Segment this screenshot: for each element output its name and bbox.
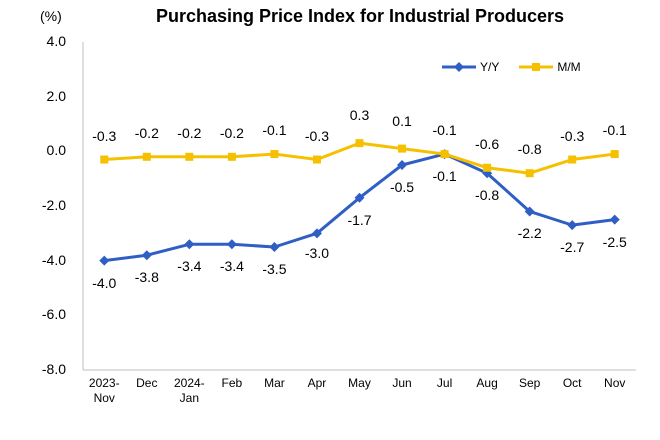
yy-data-label: -0.5 [389,179,415,195]
yy-data-label: -3.0 [304,245,330,262]
yy-data-label: -3.4 [177,258,202,275]
yy-data-label: -3.8 [134,269,159,286]
x-tick-label: Feb [221,376,243,390]
mm-data-label: -0.6 [475,135,500,152]
y-tick-label: -4.0 [41,251,66,268]
y-tick-label: -8.0 [41,361,66,377]
x-tick-label: 2024- Jan [173,376,205,405]
yy-data-label: -4.0 [92,274,117,291]
mm-point [100,155,109,164]
yy-data-label: -1.7 [347,211,372,228]
mm-point [483,163,492,172]
mm-data-label: -0.3 [92,127,117,144]
mm-point [610,150,619,159]
mm-point [185,152,194,161]
x-tick-label: Mar [264,376,285,390]
legend-yy-label: Y/Y [480,60,500,74]
mm-point [227,152,236,161]
mm-data-label: 0.1 [392,112,412,129]
chart-title: Purchasing Price Index for Industrial Pr… [155,6,565,26]
legend: Y/Y M/M [442,60,601,74]
legend-item-mm: M/M [519,60,581,74]
mm-data-label: -0.3 [560,127,585,144]
yy-point [226,239,237,250]
mm-point [142,152,151,161]
legend-mm-swatch [519,63,554,71]
mm-data-label: -0.1 [602,122,627,139]
x-tick-label: Dec [136,376,158,390]
yy-point [311,228,322,239]
yy-data-label: -2.7 [560,239,585,256]
mm-point [398,144,407,153]
y-tick-label: 0.0 [46,142,66,159]
yy-point [184,239,195,250]
legend-yy-swatch [442,62,476,72]
mm-point [568,155,577,164]
yy-point [609,214,620,225]
yy-data-label: -3.5 [262,261,287,277]
legend-mm-label: M/M [557,60,581,74]
y-axis-unit: (%) [40,8,62,24]
yy-point [99,255,110,266]
yy-point [524,206,535,217]
mm-data-label: -0.1 [262,122,287,139]
mm-data-label: -0.2 [134,124,159,141]
y-tick-label: 4.0 [46,33,66,49]
mm-data-label: -0.2 [177,124,202,141]
yy-data-label: -0.1 [432,168,457,185]
x-tick-label: Apr [307,376,327,390]
yy-point [397,160,408,170]
yy-data-label: -0.8 [475,187,500,204]
mm-data-label: -0.2 [219,124,244,141]
x-tick-label: Jun [392,376,412,390]
yy-data-label: -3.4 [219,258,244,275]
mm-data-label: -0.8 [517,141,542,158]
mm-data-label: 0.3 [349,107,370,124]
y-tick-label: 2.0 [46,87,66,104]
x-tick-label: Oct [562,376,582,390]
x-tick-label: Nov [604,376,626,390]
mm-data-label: -0.1 [432,122,457,139]
mm-point [270,150,279,159]
yy-point [567,220,578,231]
yy-point [269,242,280,252]
mm-point [355,139,364,148]
mm-point [525,169,534,178]
yy-data-label: -2.5 [602,233,627,250]
mm-data-label: -0.3 [304,127,330,144]
x-tick-label: Jul [436,376,453,390]
yy-data-label: -2.2 [517,225,542,242]
y-tick-label: -2.0 [41,197,66,213]
yy-point [354,192,365,203]
x-tick-label: Aug [476,376,498,390]
mm-point [440,150,449,159]
legend-item-yy: Y/Y [442,60,499,74]
x-tick-label: 2023- Nov [88,376,120,405]
y-tick-label: -6.0 [41,306,66,323]
yy-point [141,250,152,261]
mm-point [312,155,321,164]
x-tick-label: May [348,376,371,390]
x-tick-label: Sep [518,376,541,390]
